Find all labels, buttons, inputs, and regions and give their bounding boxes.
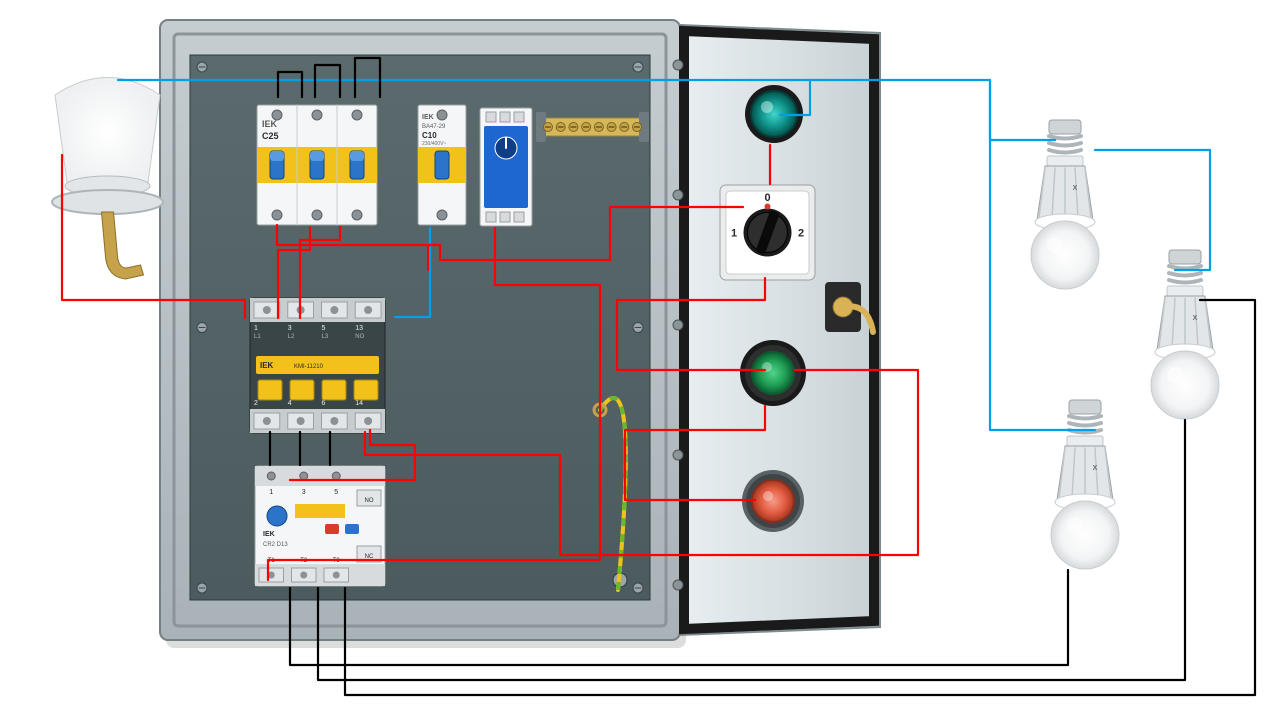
svg-text:NO: NO [355,334,364,340]
svg-text:6: 6 [322,400,326,407]
svg-text:IEK: IEK [260,361,274,370]
mcb-3pole[interactable]: IEK C25 [257,105,377,225]
svg-text:5: 5 [334,489,338,496]
svg-text:IEK: IEK [263,531,275,538]
svg-text:3: 3 [288,325,292,332]
svg-text:1: 1 [254,325,258,332]
svg-text:IEK: IEK [262,119,278,129]
svg-text:2: 2 [798,228,804,240]
svg-text:C25: C25 [262,131,279,141]
selector-switch[interactable]: 1 0 2 [720,185,815,280]
overload-relay[interactable]: 135T1T2T3NCNOIEKCR2 D13 [255,466,385,586]
svg-text:C10: C10 [422,131,437,140]
svg-text:X: X [1073,185,1078,192]
svg-text:2: 2 [254,400,258,407]
svg-text:14: 14 [355,400,363,407]
svg-text:L2: L2 [288,334,295,340]
led-bulb: X [1031,120,1099,289]
svg-text:0: 0 [764,192,770,204]
mcb-1pole[interactable]: IEK BA47-29C10230/400V~ [418,105,466,225]
svg-text:4: 4 [288,400,292,407]
svg-text:1: 1 [269,489,273,496]
contactor[interactable]: 1 L1 3 L2 5 L3 13 NO 2 4 6 14 IEK KMI-11210 [250,298,385,433]
svg-text:5: 5 [322,325,326,332]
led-bulb: X [1151,250,1219,419]
svg-text:CR2 D13: CR2 D13 [263,542,288,548]
svg-text:230/400V~: 230/400V~ [422,141,446,147]
svg-text:X: X [1093,465,1098,472]
start-button[interactable] [740,340,806,406]
led-bulb: X [1051,400,1119,569]
svg-text:3: 3 [302,489,306,496]
svg-text:L1: L1 [254,334,261,340]
svg-text:L3: L3 [322,334,329,340]
svg-text:13: 13 [355,325,363,332]
svg-text:1: 1 [731,228,737,240]
svg-text:X: X [1193,315,1198,322]
svg-text:NO: NO [365,498,374,504]
timer-relay[interactable] [480,108,532,226]
svg-text:IEK: IEK [422,114,434,121]
svg-text:BA47-29: BA47-29 [422,124,446,130]
photocell-sensor [52,78,163,280]
svg-text:KMI-11210: KMI-11210 [294,364,324,370]
